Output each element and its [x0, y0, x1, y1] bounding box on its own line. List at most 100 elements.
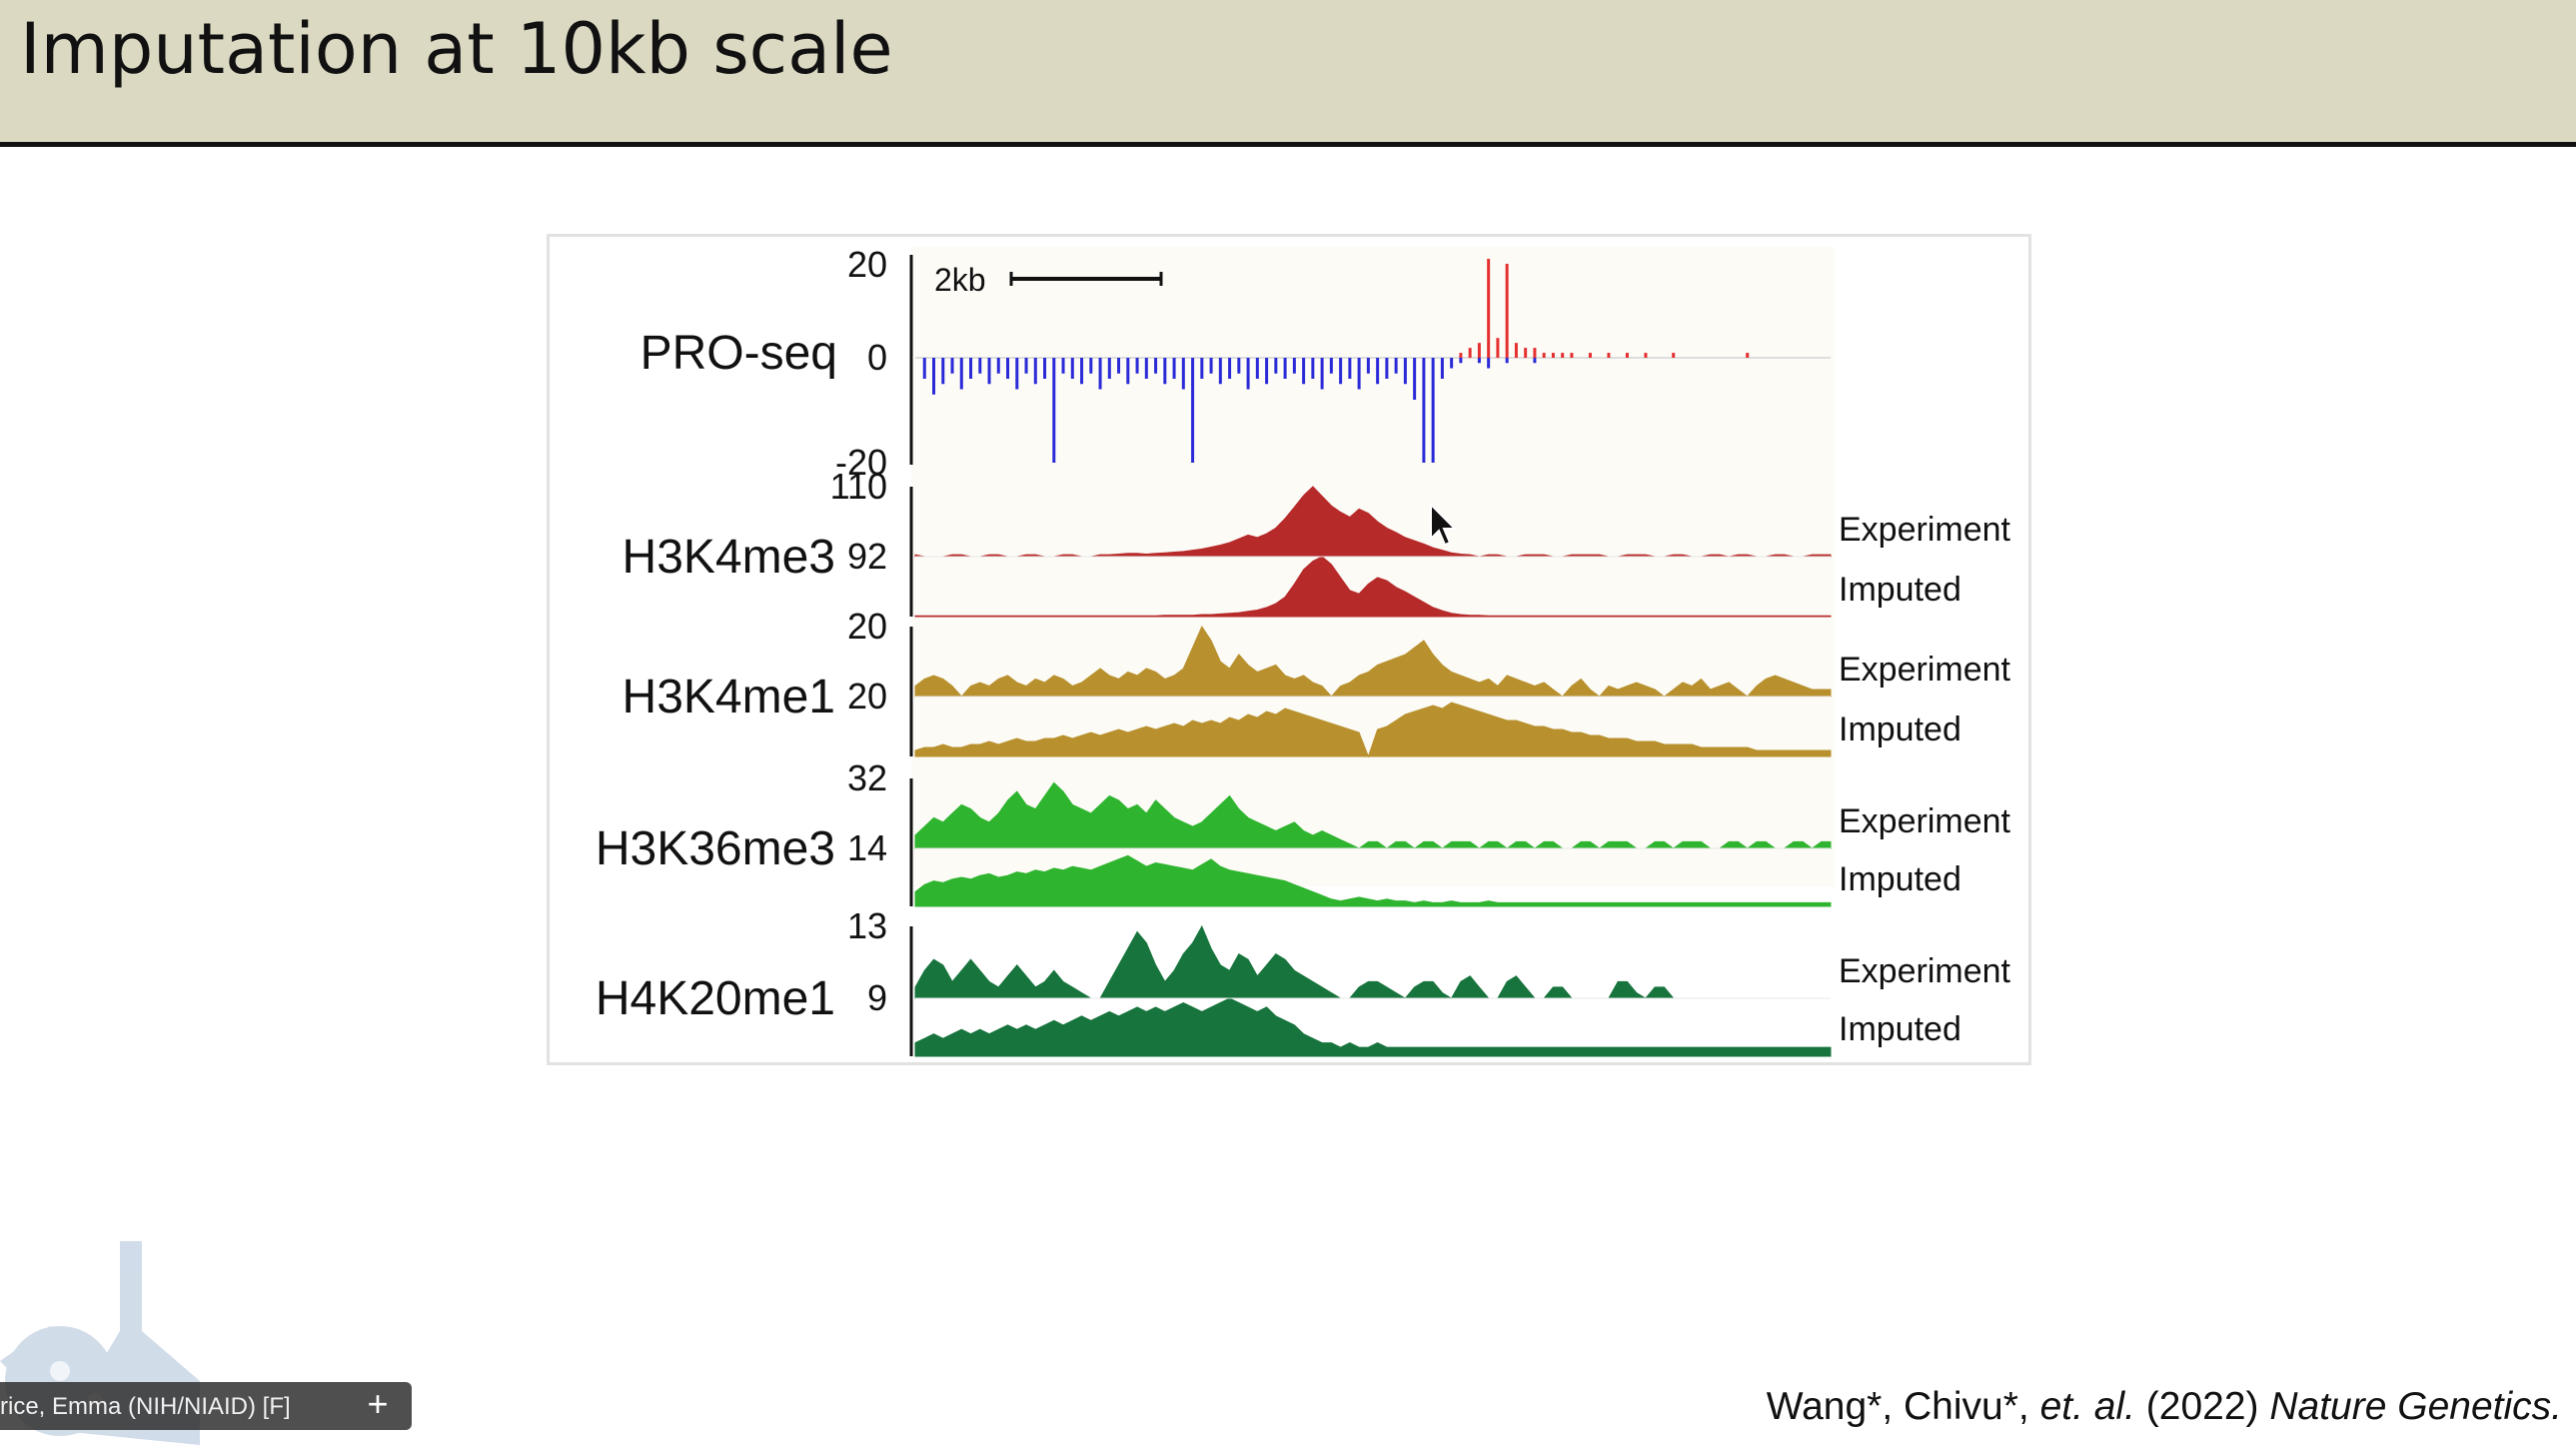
proseq-tick-bottom: -20 — [835, 442, 887, 483]
proseq-minus-bar — [1283, 358, 1287, 379]
h3k4me1-experiment-area — [914, 625, 1832, 698]
proseq-plus-bar — [1607, 353, 1611, 358]
h4k20me1-tick-experiment: 13 — [847, 905, 887, 946]
h3k36me3-tick-experiment: 32 — [847, 757, 887, 798]
citation-authors: Wang*, Chivu*, — [1766, 1385, 2040, 1428]
h4k20me1-track-label: H4K20me1 — [596, 972, 835, 1025]
proseq-minus-bar — [996, 358, 1000, 374]
mouse-cursor-icon — [1430, 503, 1458, 547]
h3k4me1-track-label: H3K4me1 — [623, 671, 835, 724]
proseq-minus-bar — [1089, 358, 1093, 374]
proseq-minus-bar — [950, 358, 954, 374]
proseq-plus-bar — [1588, 353, 1592, 358]
h3k4me1-imputed-area — [914, 702, 1832, 758]
proseq-minus-bar — [1487, 358, 1491, 369]
proseq-plus-bar — [1570, 353, 1574, 358]
proseq-minus-bar — [1339, 358, 1343, 385]
h3k4me1-imputed-label: Imputed — [1839, 711, 1961, 748]
h4k20me1-experiment-label: Experiment — [1839, 952, 2011, 990]
h3k4me3-tick-experiment: 110 — [830, 466, 887, 507]
citation-year: (2022) — [2134, 1385, 2270, 1428]
proseq-track-label: PRO-seq — [641, 327, 837, 380]
h3k4me3-tick-imputed: 92 — [847, 536, 887, 577]
h3k36me3-imputed-area — [914, 854, 1832, 907]
h3k36me3-experiment-label: Experiment — [1839, 802, 2011, 840]
proseq-minus-bar — [1255, 358, 1259, 379]
plot-background — [911, 247, 1835, 886]
proseq-minus-bar — [1209, 358, 1213, 374]
proseq-minus-bar — [969, 358, 973, 379]
proseq-minus-bar — [1459, 358, 1463, 364]
h3k36me3-track-label: H3K36me3 — [596, 822, 835, 875]
h3k4me3-track-label: H3K4me3 — [623, 531, 835, 584]
proseq-tick-top: 20 — [847, 244, 887, 285]
add-participant-button[interactable]: + — [367, 1383, 389, 1424]
h3k36me3-imputed-label: Imputed — [1839, 860, 1961, 898]
proseq-plus-bar — [1468, 348, 1472, 358]
proseq-minus-bar — [1440, 358, 1444, 379]
proseq-minus-bar — [978, 358, 982, 374]
proseq-minus-bar — [1080, 358, 1084, 385]
proseq-plus-bar — [1561, 353, 1565, 358]
proseq-minus-bar — [1329, 358, 1333, 374]
proseq-plus-bar — [1625, 353, 1629, 358]
proseq-minus-bar — [1126, 358, 1130, 385]
proseq-minus-bar — [1006, 358, 1010, 379]
title-divider — [0, 142, 2576, 147]
proseq-plus-bar — [1533, 348, 1537, 358]
proseq-minus-bar — [1320, 358, 1324, 390]
proseq-minus-bar — [1154, 358, 1158, 374]
meeting-participant-bar[interactable]: rice, Emma (NIH/NIAID) [F] + — [0, 1382, 412, 1430]
proseq-minus-bar — [1302, 358, 1306, 385]
proseq-minus-bar — [1015, 358, 1019, 390]
proseq-minus-bar — [1246, 358, 1250, 390]
proseq-minus-bar — [1348, 358, 1352, 379]
proseq-minus-bar — [1477, 358, 1481, 364]
proseq-minus-bar — [1228, 358, 1232, 379]
citation-journal: Nature Genetics. — [2269, 1385, 2562, 1428]
proseq-minus-bar — [1394, 358, 1398, 374]
proseq-minus-bar — [1218, 358, 1222, 385]
h3k36me3-tick-imputed: 14 — [847, 827, 887, 868]
proseq-plus-bar — [1542, 353, 1546, 358]
h3k4me3-imputed-area — [914, 556, 1832, 618]
proseq-plus-bar — [1551, 353, 1555, 358]
proseq-minus-bar — [1070, 358, 1074, 379]
proseq-minus-bar — [1422, 358, 1426, 463]
proseq-tick-zero: 0 — [867, 337, 887, 378]
proseq-minus-bar — [1043, 358, 1047, 379]
proseq-minus-bar — [1135, 358, 1139, 374]
scale-bar-label: 2kb — [934, 262, 986, 298]
proseq-plus-bar — [1514, 343, 1518, 358]
citation-etal: et. al. — [2039, 1385, 2135, 1428]
proseq-minus-bar — [1033, 358, 1037, 385]
proseq-plus-bar — [1459, 353, 1463, 358]
proseq-minus-bar — [1505, 358, 1509, 364]
participant-name: rice, Emma (NIH/NIAID) [F] — [0, 1393, 291, 1420]
h4k20me1-tick-imputed: 9 — [867, 977, 887, 1018]
proseq-minus-bar — [1107, 358, 1111, 379]
proseq-minus-bar — [1144, 358, 1148, 379]
h3k4me1-tick-experiment: 20 — [847, 606, 887, 647]
proseq-minus-bar — [1292, 358, 1296, 374]
proseq-plus-bar — [1524, 348, 1528, 358]
proseq-plus-bar — [1477, 343, 1481, 358]
proseq-minus-bar — [922, 358, 926, 379]
h4k20me1-imputed-label: Imputed — [1839, 1010, 1961, 1048]
proseq-minus-bar — [1191, 358, 1195, 463]
proseq-minus-bar — [1098, 358, 1102, 390]
h3k36me3-experiment-area — [914, 781, 1832, 849]
h3k4me3-imputed-label: Imputed — [1839, 571, 1961, 609]
proseq-minus-bar — [1200, 358, 1204, 379]
proseq-minus-bar — [1403, 358, 1407, 385]
proseq-minus-bar — [1237, 358, 1241, 374]
proseq-minus-bar — [1052, 358, 1056, 463]
proseq-minus-bar — [1385, 358, 1389, 379]
proseq-plus-bar — [1672, 353, 1676, 358]
proseq-minus-bar — [1533, 358, 1537, 364]
proseq-minus-bar — [1274, 358, 1278, 374]
proseq-minus-bar — [932, 358, 936, 395]
proseq-minus-bar — [1172, 358, 1176, 379]
proseq-minus-bar — [1163, 358, 1167, 385]
slide-title: Imputation at 10kb scale — [20, 8, 893, 90]
